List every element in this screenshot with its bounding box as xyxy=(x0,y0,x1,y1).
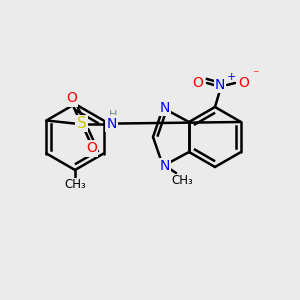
Text: H: H xyxy=(109,110,118,119)
Text: +: + xyxy=(227,72,236,82)
Text: O: O xyxy=(86,142,97,155)
Text: O: O xyxy=(238,76,249,90)
Text: N: N xyxy=(160,101,170,115)
Text: O: O xyxy=(193,76,203,90)
Text: S: S xyxy=(76,116,86,131)
Text: N: N xyxy=(215,78,225,92)
Text: CH₃: CH₃ xyxy=(171,175,193,188)
Text: O: O xyxy=(66,92,77,106)
Text: CH₃: CH₃ xyxy=(64,178,86,191)
Text: ⁻: ⁻ xyxy=(252,68,259,81)
Text: N: N xyxy=(160,159,170,173)
Text: N: N xyxy=(106,116,117,130)
